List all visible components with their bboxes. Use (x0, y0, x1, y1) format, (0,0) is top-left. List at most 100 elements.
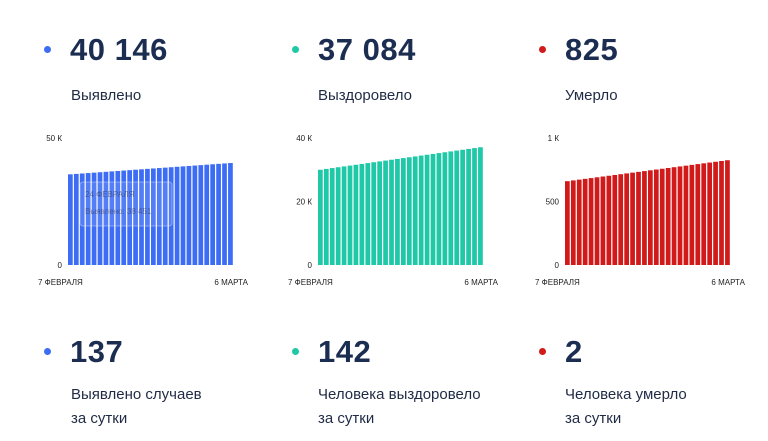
chart-bar[interactable] (228, 163, 233, 265)
chart-bar[interactable] (612, 174, 618, 265)
chart-bar[interactable] (365, 163, 371, 265)
chart-bar[interactable] (478, 147, 483, 265)
chart-bar[interactable] (127, 170, 133, 265)
chart-bar[interactable] (725, 160, 730, 265)
chart-bar[interactable] (636, 171, 641, 265)
chart-bar[interactable] (701, 163, 707, 265)
chart-bar[interactable] (186, 165, 192, 265)
chart-bar[interactable] (689, 164, 695, 265)
chart-bar[interactable] (389, 159, 394, 265)
chart-bar[interactable] (341, 166, 347, 265)
chart-bar[interactable] (430, 153, 436, 265)
chart-bar[interactable] (642, 171, 647, 265)
stat-dot-deaths (539, 46, 546, 53)
chart-bar[interactable] (91, 172, 97, 265)
chart-bar[interactable] (97, 172, 103, 265)
chart-bar[interactable] (174, 166, 180, 265)
chart-bar[interactable] (162, 167, 168, 265)
chart-bar[interactable] (442, 152, 448, 265)
chart-bar[interactable] (653, 169, 659, 265)
chart-bar[interactable] (323, 168, 329, 265)
chart-bar[interactable] (677, 166, 683, 265)
chart-bar[interactable] (448, 151, 454, 265)
daily-value-deaths: 2 (565, 334, 583, 369)
chart-bar[interactable] (576, 179, 582, 265)
chart-bar[interactable] (156, 168, 162, 265)
chart-bar[interactable] (424, 154, 430, 265)
x-tick-label-start: 7 ФЕВРАЛЯ (288, 278, 333, 287)
chart-bar[interactable] (594, 177, 600, 265)
chart-bar[interactable] (418, 155, 424, 265)
daily-label-recovered-line1: Человека выздоровело (318, 386, 481, 403)
chart-bar[interactable] (454, 150, 460, 265)
chart-bar[interactable] (406, 157, 412, 265)
chart-tooltip: 24 ФЕВРАЛЯ Выявлено: 38 451 (79, 181, 173, 227)
stat-value-recovered: 37 084 (318, 32, 416, 67)
chart-bar[interactable] (204, 164, 210, 265)
chart-bar[interactable] (377, 161, 383, 265)
chart-bar[interactable] (707, 162, 713, 265)
chart-bar[interactable] (665, 167, 671, 265)
chart-bar[interactable] (618, 174, 624, 265)
chart-bar[interactable] (606, 175, 612, 265)
chart-bar[interactable] (133, 169, 138, 265)
chart-bar[interactable] (436, 153, 442, 265)
chart-bar[interactable] (582, 178, 588, 265)
chart-bar[interactable] (198, 165, 204, 265)
y-tick-label: 20 К (296, 198, 312, 207)
chart-bar[interactable] (713, 161, 718, 265)
chart-bar[interactable] (68, 174, 73, 265)
chart-bar[interactable] (630, 172, 635, 265)
x-tick-label-end: 6 МАРТА (464, 278, 498, 287)
chart-bar[interactable] (222, 163, 227, 265)
chart-bar[interactable] (329, 168, 335, 265)
chart-bar[interactable] (371, 162, 377, 265)
x-tick-label-start: 7 ФЕВРАЛЯ (535, 278, 580, 287)
chart-bar[interactable] (115, 170, 121, 265)
chart-bar[interactable] (73, 173, 79, 265)
chart-bar[interactable] (103, 171, 109, 265)
chart-bar[interactable] (180, 166, 186, 265)
chart-bar[interactable] (412, 156, 418, 265)
chart-bar[interactable] (79, 173, 85, 265)
daily-dot-detected (44, 348, 51, 355)
chart-recovered[interactable]: 0 20 К 40 К 7 ФЕВРАЛЯ 6 МАРТА (280, 128, 510, 293)
y-tick-label: 500 (546, 198, 560, 207)
chart-bar[interactable] (192, 165, 198, 265)
chart-bar[interactable] (671, 167, 677, 265)
chart-bar[interactable] (359, 163, 365, 265)
chart-bar[interactable] (683, 165, 689, 265)
chart-bar[interactable] (588, 178, 594, 265)
chart-bar[interactable] (570, 180, 576, 265)
chart-bar[interactable] (145, 168, 150, 265)
chart-bar[interactable] (648, 170, 653, 265)
chart-bar[interactable] (168, 167, 174, 265)
chart-bar[interactable] (121, 170, 127, 265)
chart-bar[interactable] (460, 149, 466, 265)
chart-bar[interactable] (719, 161, 724, 265)
chart-bar[interactable] (85, 173, 91, 265)
chart-bar[interactable] (565, 181, 570, 265)
chart-bar[interactable] (318, 169, 323, 265)
chart-bar[interactable] (347, 165, 353, 265)
chart-deaths[interactable]: 0 500 1 К 7 ФЕВРАЛЯ 6 МАРТА (527, 128, 757, 293)
chart-bar[interactable] (151, 168, 156, 265)
chart-bar[interactable] (466, 148, 471, 265)
chart-bar[interactable] (139, 169, 144, 265)
chart-bar[interactable] (659, 168, 665, 265)
chart-bar[interactable] (401, 158, 406, 265)
chart-bar[interactable] (353, 164, 359, 265)
chart-bar[interactable] (695, 164, 701, 265)
chart-bar[interactable] (210, 164, 216, 265)
chart-bar[interactable] (216, 163, 221, 265)
chart-bar[interactable] (624, 173, 630, 265)
chart-bar[interactable] (335, 167, 341, 265)
chart-bar[interactable] (472, 148, 477, 265)
chart-bar[interactable] (383, 160, 388, 265)
chart-bar[interactable] (395, 158, 400, 265)
chart-detected[interactable]: 0 50 К 7 ФЕВРАЛЯ 6 МАРТА 24 ФЕВРАЛЯ Выявлено:… (30, 128, 260, 293)
daily-dot-deaths (539, 348, 546, 355)
daily-label-deaths-line2: за сутки (565, 410, 622, 427)
chart-bar[interactable] (109, 171, 115, 265)
chart-bar[interactable] (600, 176, 606, 265)
